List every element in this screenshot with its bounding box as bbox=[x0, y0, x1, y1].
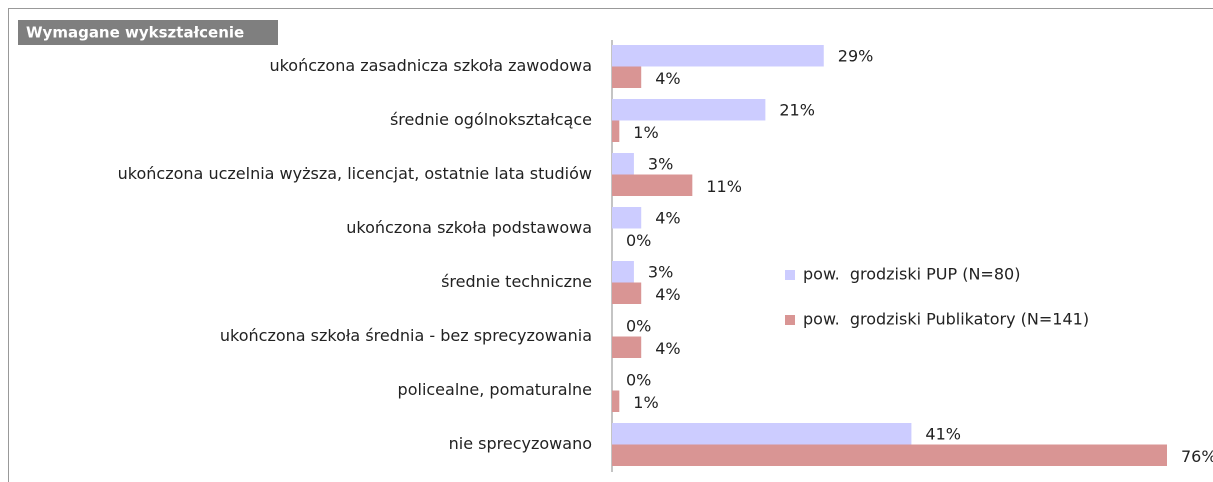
value-label: 0% bbox=[626, 231, 651, 250]
value-label: 4% bbox=[655, 69, 680, 88]
category-label: ukończona uczelnia wyższa, licencjat, os… bbox=[118, 164, 592, 183]
category-label: nie sprecyzowano bbox=[449, 434, 592, 453]
value-label: 1% bbox=[633, 393, 658, 412]
value-label: 29% bbox=[838, 47, 874, 66]
value-label: 41% bbox=[925, 425, 961, 444]
chart-title: Wymagane wykształcenie bbox=[26, 24, 244, 42]
bar bbox=[612, 423, 912, 445]
value-label: 3% bbox=[648, 155, 673, 174]
title-box bbox=[18, 20, 278, 45]
bar bbox=[612, 282, 642, 304]
value-label: 3% bbox=[648, 263, 673, 282]
bar bbox=[612, 99, 766, 121]
value-label: 1% bbox=[633, 123, 658, 142]
legend-label: pow. grodziski Publikatory (N=141) bbox=[803, 310, 1089, 329]
value-label: 4% bbox=[655, 285, 680, 304]
bar bbox=[612, 174, 693, 196]
category-label: ukończona szkoła podstawowa bbox=[346, 218, 592, 237]
legend-label: pow. grodziski PUP (N=80) bbox=[803, 265, 1020, 284]
value-label: 76% bbox=[1181, 447, 1213, 466]
category-label: średnie techniczne bbox=[441, 272, 592, 291]
category-label: policealne, pomaturalne bbox=[398, 380, 592, 399]
value-label: 0% bbox=[626, 371, 651, 390]
bar bbox=[612, 261, 634, 283]
bar bbox=[612, 45, 824, 67]
bar bbox=[612, 336, 642, 358]
legend-swatch bbox=[785, 270, 795, 280]
value-label: 0% bbox=[626, 317, 651, 336]
category-label: ukończona szkoła średnia - bez sprecyzow… bbox=[220, 326, 592, 345]
bar bbox=[612, 66, 642, 88]
category-label: ukończona zasadnicza szkoła zawodowa bbox=[269, 56, 592, 75]
value-label: 21% bbox=[779, 101, 815, 120]
bar bbox=[612, 444, 1167, 466]
legend-swatch bbox=[785, 315, 795, 325]
value-label: 4% bbox=[655, 339, 680, 358]
bar bbox=[612, 207, 642, 229]
bar bbox=[612, 390, 620, 412]
value-label: 4% bbox=[655, 209, 680, 228]
value-label: 11% bbox=[706, 177, 742, 196]
category-label: średnie ogólnokształcące bbox=[390, 110, 592, 129]
bar bbox=[612, 120, 620, 142]
bar bbox=[612, 153, 634, 175]
frame bbox=[8, 8, 1213, 482]
